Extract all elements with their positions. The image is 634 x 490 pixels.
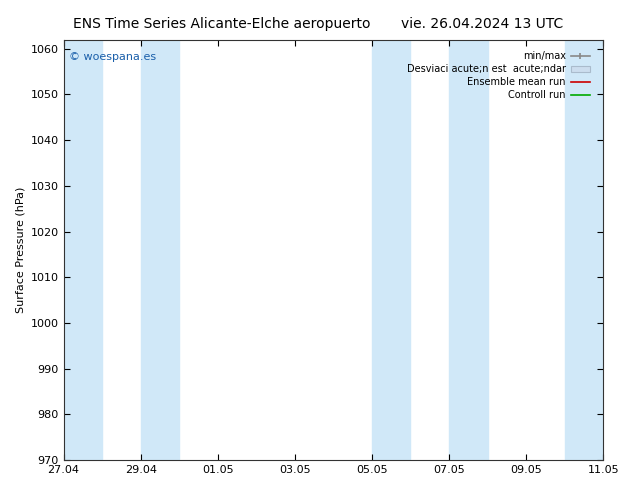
Bar [372, 40, 410, 460]
Legend: min/max, Desviaci acute;n est  acute;ndar, Ensemble mean run, Controll run: min/max, Desviaci acute;n est acute;ndar… [404, 49, 593, 103]
Text: vie. 26.04.2024 13 UTC: vie. 26.04.2024 13 UTC [401, 17, 563, 31]
Text: ENS Time Series Alicante-Elche aeropuerto: ENS Time Series Alicante-Elche aeropuert… [73, 17, 371, 31]
Bar [449, 40, 488, 460]
Bar [141, 40, 179, 460]
Bar [565, 40, 603, 460]
Text: © woespana.es: © woespana.es [69, 52, 156, 62]
Y-axis label: Surface Pressure (hPa): Surface Pressure (hPa) [15, 187, 25, 313]
Bar [63, 40, 102, 460]
